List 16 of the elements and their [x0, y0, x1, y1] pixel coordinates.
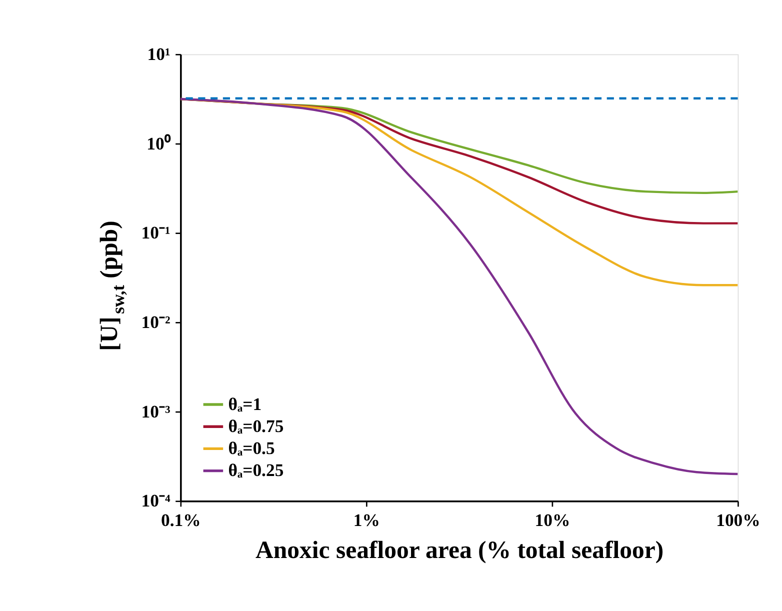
y-tick-label: 10⁻¹ [141, 222, 170, 243]
x-axis-title: Anoxic seafloor area (% total seafloor) [256, 536, 664, 564]
legend-label: θₐ=0.5 [228, 438, 275, 458]
y-axis-title: [U]sw,t (ppb) [96, 220, 128, 351]
x-tick-label: 100% [716, 510, 760, 530]
y-tick-label: 10⁰ [146, 133, 172, 154]
x-tick-label: 1% [353, 510, 380, 530]
legend-label: θₐ=1 [228, 394, 262, 414]
x-tick-label: 10% [534, 510, 570, 530]
legend-label: θₐ=0.75 [228, 416, 284, 436]
y-tick-label: 10⁻⁴ [141, 490, 171, 511]
y-tick-label: 10⁻³ [141, 401, 170, 422]
legend-label: θₐ=0.25 [228, 460, 284, 480]
x-tick-label: 0.1% [161, 510, 201, 530]
y-tick-label: 10⁻² [141, 312, 170, 332]
y-tick-label: 10¹ [147, 44, 170, 64]
